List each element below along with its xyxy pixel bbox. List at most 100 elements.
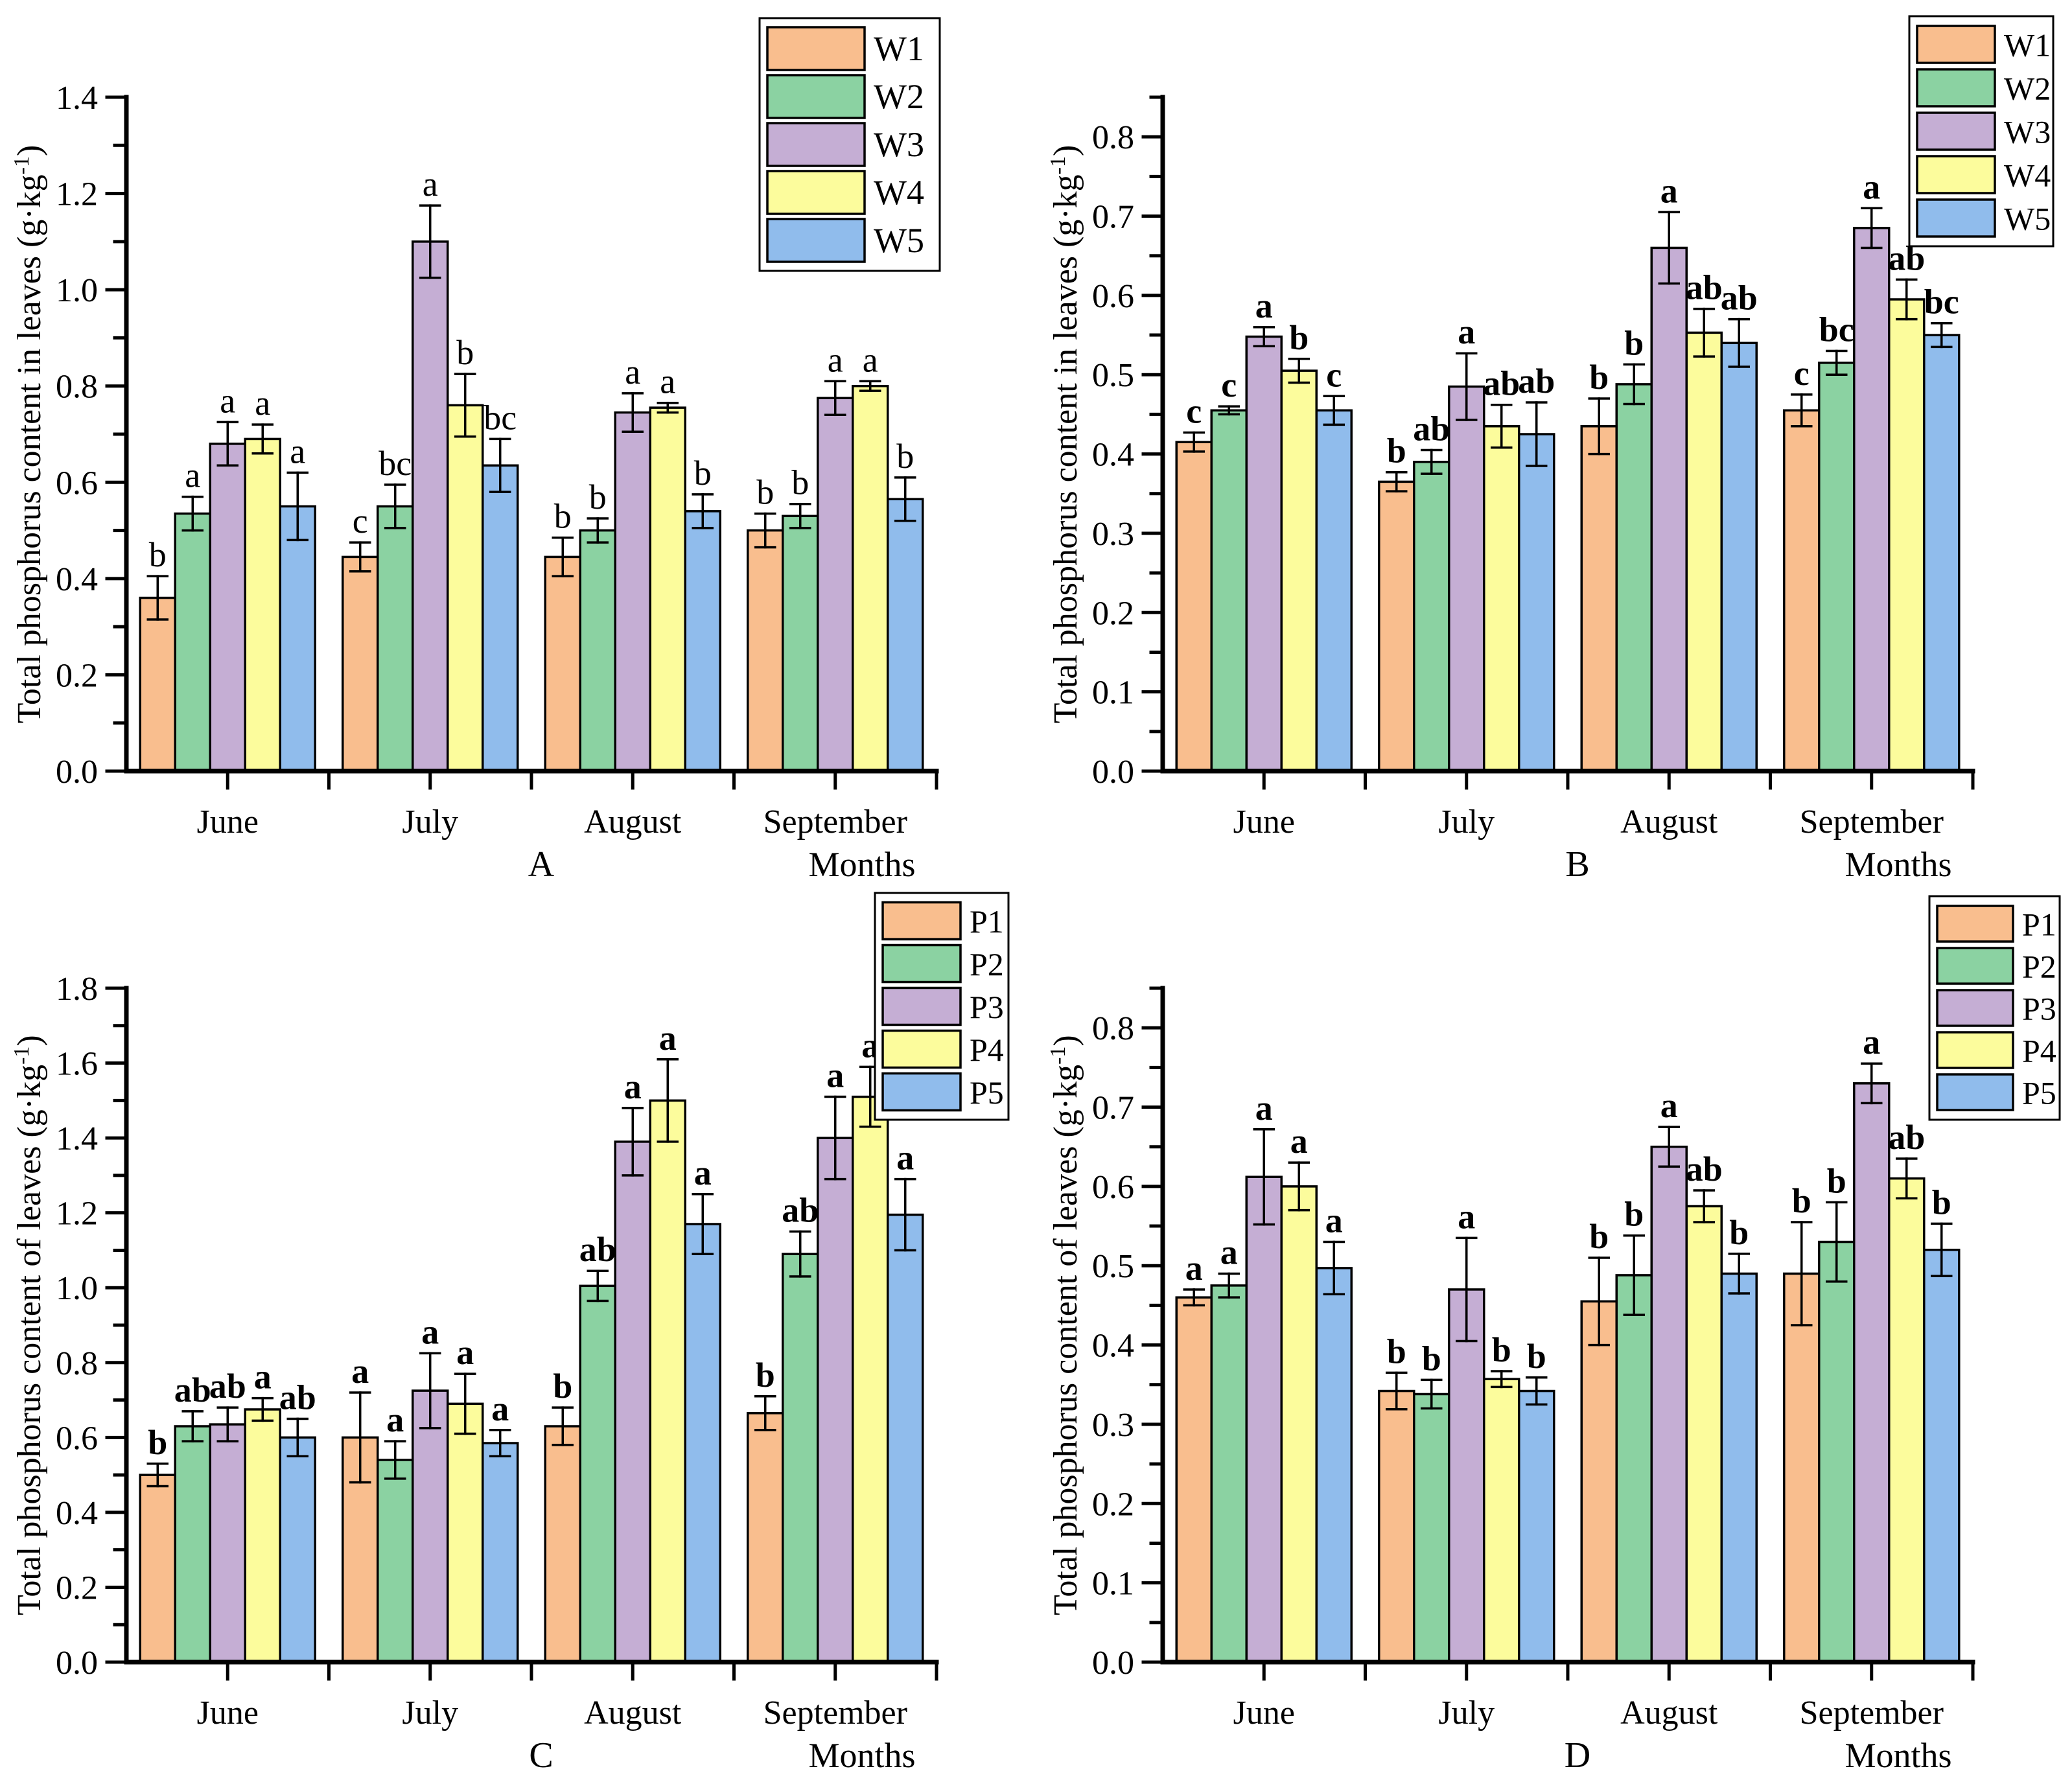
bar-p3-september [1853, 1082, 1891, 1663]
bar-w4-september [852, 384, 889, 772]
significance-letter: a [423, 165, 438, 203]
y-tick-label: 0.0 [56, 1645, 98, 1682]
y-tick-label: 0.7 [1092, 1090, 1134, 1127]
bar-p3-august [614, 1140, 651, 1663]
legend-swatch-p3 [1936, 989, 2014, 1027]
significance-letter: a [625, 353, 640, 391]
significance-letter: b [456, 333, 474, 372]
month-tick-label: August [1620, 804, 1718, 840]
y-tick-label: 0.8 [56, 369, 98, 406]
bar-w1-july [1378, 480, 1415, 772]
bar-p3-july [412, 1389, 449, 1663]
month-tick-label: August [584, 1695, 682, 1731]
significance-letter: c [1326, 355, 1342, 394]
legend-swatch-w2 [766, 74, 866, 119]
significance-letter: b [756, 1356, 775, 1394]
month-tick-label: June [197, 1695, 259, 1731]
significance-letter: a [254, 1358, 272, 1396]
y-tick-label: 0.0 [56, 754, 98, 791]
bar-w2-june [1210, 409, 1248, 772]
significance-letter: ab [1518, 362, 1555, 400]
significance-letter: b [1624, 323, 1644, 362]
bar-p1-september [747, 1412, 784, 1663]
bar-w3-june [209, 443, 246, 772]
bar-w1-august [1580, 425, 1618, 772]
bar-w3-august [1650, 246, 1688, 772]
legend-label-p3: P3 [2022, 991, 2056, 1027]
bar-w1-june [139, 596, 176, 772]
month-tick-label: August [584, 804, 682, 840]
month-tick-label: June [197, 804, 259, 840]
significance-letter: ab [579, 1230, 616, 1269]
months-axis-title: Months [808, 845, 915, 884]
y-tick-label: 1.6 [56, 1046, 98, 1083]
legend-label-p3: P3 [970, 989, 1004, 1025]
significance-letter: b [149, 535, 167, 574]
bar-w2-september [782, 515, 819, 772]
significance-letter: ab [174, 1371, 211, 1409]
bar-p1-august [544, 1425, 581, 1663]
bar-w4-june [244, 437, 281, 772]
significance-letter: a [421, 1312, 439, 1351]
bar-p5-september [1923, 1249, 1961, 1663]
bar-p1-august [1580, 1300, 1618, 1663]
bar-p4-august [1685, 1205, 1723, 1663]
significance-letter: ab [1483, 364, 1520, 403]
significance-letter: b [1729, 1213, 1749, 1252]
months-axis-title: Months [808, 1736, 915, 1775]
bar-p5-august [684, 1223, 721, 1663]
y-tick-label: 0.2 [1092, 595, 1134, 632]
y-axis-title: Total phosphorus content of leaves (g·kg… [10, 1035, 48, 1615]
significance-letter: ab [1686, 268, 1723, 307]
y-tick-label: 0.2 [56, 657, 98, 694]
significance-letter: ab [1413, 409, 1450, 448]
significance-letter: b [1792, 1181, 1811, 1220]
panel-d-chart: abbbabbbaaaaababababbb0.00.10.20.30.40.5… [1046, 895, 2061, 1776]
significance-letter: b [1527, 1337, 1546, 1376]
significance-letter: b [1624, 1195, 1644, 1234]
bar-p3-july [1448, 1288, 1485, 1663]
significance-letter: a [1458, 1197, 1475, 1236]
y-tick-label: 0.6 [56, 1420, 98, 1457]
significance-letter: ab [209, 1367, 246, 1406]
bar-p1-july [1378, 1389, 1415, 1663]
month-tick-label: June [1233, 804, 1295, 840]
significance-letter: a [290, 432, 305, 470]
significance-letter: a [896, 1139, 914, 1177]
y-tick-label: 0.2 [1092, 1486, 1134, 1523]
y-tick-label: 0.4 [56, 1495, 98, 1532]
y-tick-label: 0.1 [1092, 1566, 1134, 1603]
significance-letter: b [1289, 318, 1309, 357]
bar-w4-august [1685, 331, 1723, 772]
legend-swatch-p4 [881, 1029, 962, 1069]
legend-label-w2: W2 [874, 77, 924, 116]
significance-letter: b [1492, 1330, 1511, 1369]
panel-c: b a b b ab a ab ab ab a a a a a a a ab a a a 0.0 0.2 0.4 0.6 0.8… [0, 891, 1036, 1782]
month-tick-label: July [1438, 804, 1495, 840]
bar-p5-july [1518, 1389, 1555, 1663]
legend-label-p4: P4 [970, 1032, 1004, 1068]
panel-b: c b b c c ab b bc a a a a b ab ab ab c ab ab bc 0.0 0.1 0.2 0.3… [1036, 0, 2072, 891]
month-tick-label: June [1233, 1695, 1295, 1731]
legend-swatch-w4 [1916, 155, 1996, 194]
legend-swatch-p1 [1936, 905, 2014, 943]
panel-a: b c b b a bc b b a a a a a b a a a bc b b 0.0 0.2 0.4 0.6 0.8 1.0… [0, 0, 1036, 891]
significance-letter: b [554, 497, 572, 536]
legend-swatch-w5 [766, 218, 866, 263]
bar-w1-september [1783, 409, 1821, 772]
significance-letter: b [1827, 1161, 1846, 1200]
y-axis-title: Total phosphorus content in leaves (g·kg… [1046, 145, 1084, 724]
bar-p5-september [887, 1213, 924, 1663]
significance-letter: a [1220, 1232, 1238, 1271]
significance-letter: a [1290, 1122, 1308, 1161]
y-tick-label: 0.3 [1092, 1407, 1134, 1444]
bar-w5-august [684, 510, 721, 772]
significance-letter: a [863, 340, 878, 379]
y-tick-label: 1.0 [56, 272, 98, 309]
panel-letter: A [528, 844, 555, 885]
bar-p5-june [279, 1436, 316, 1663]
y-tick-label: 0.4 [56, 561, 98, 598]
significance-letter: b [1932, 1183, 1951, 1221]
